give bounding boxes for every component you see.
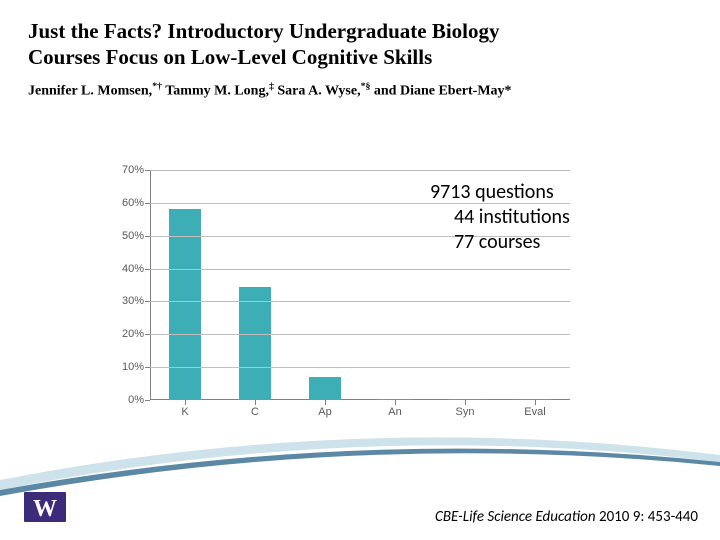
author-2: Tammy M. Long, — [165, 83, 269, 98]
x-tick-label: Ap — [318, 400, 331, 418]
x-tick-label: C — [251, 400, 259, 418]
grid-line — [150, 334, 570, 335]
bar — [239, 287, 271, 400]
citation-journal: CBE-Life Science Education — [435, 508, 596, 526]
grid-line — [150, 367, 570, 368]
citation-rest: 2010 9: 453-440 — [596, 508, 698, 526]
x-tick-label: An — [388, 400, 401, 418]
title-line1: Just the Facts? Introductory Undergradua… — [28, 19, 500, 43]
author-3: Sara A. Wyse, — [277, 83, 360, 98]
citation: CBE-Life Science Education 2010 9: 453-4… — [435, 508, 698, 526]
x-tick-label: K — [181, 400, 188, 418]
author-3-sup: *§ — [361, 81, 371, 92]
grid-line — [150, 301, 570, 302]
stats-annotation: 9713 questions 44 institutions 77 course… — [430, 180, 570, 255]
annot-line1: 9713 questions — [430, 180, 570, 205]
author-line: Jennifer L. Momsen,*† Tammy M. Long,‡ Sa… — [28, 81, 692, 100]
author-1: Jennifer L. Momsen, — [28, 83, 152, 98]
grid-line — [150, 170, 570, 171]
annot-line2: 44 institutions — [430, 205, 570, 230]
y-tick-label: 40% — [122, 263, 150, 275]
y-tick-label: 0% — [128, 394, 150, 406]
slide-title: Just the Facts? Introductory Undergradua… — [28, 18, 692, 71]
x-tick-label: Eval — [524, 400, 545, 418]
y-tick-label: 10% — [122, 361, 150, 373]
title-line2: Courses Focus on Low-Level Cognitive Ski… — [28, 45, 432, 69]
y-tick-label: 70% — [122, 164, 150, 176]
y-tick-label: 20% — [122, 328, 150, 340]
y-tick-label: 30% — [122, 295, 150, 307]
annot-line3: 77 courses — [430, 230, 570, 255]
author-1-sup: *† — [152, 81, 162, 92]
x-tick-label: Syn — [456, 400, 475, 418]
grid-line — [150, 269, 570, 270]
y-tick-label: 60% — [122, 197, 150, 209]
author-2-sup: ‡ — [269, 81, 274, 92]
svg-text:W: W — [33, 496, 57, 522]
uw-logo: W — [24, 492, 66, 522]
bar — [309, 377, 341, 400]
author-4: and Diane Ebert-May* — [374, 83, 512, 98]
y-tick-label: 50% — [122, 230, 150, 242]
bar — [169, 209, 201, 400]
